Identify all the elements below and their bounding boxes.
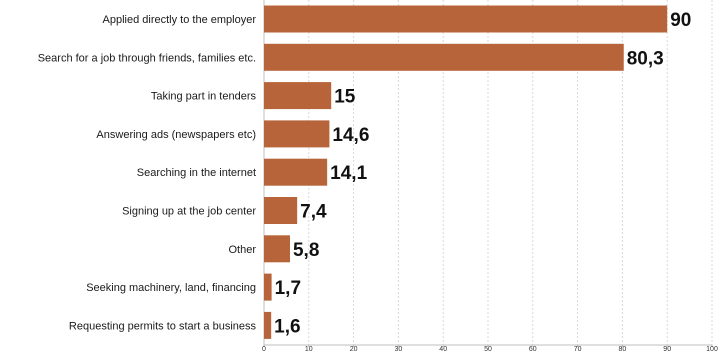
value-label: 14,6	[332, 125, 369, 146]
value-label: 1,7	[275, 278, 301, 299]
bar	[264, 273, 272, 301]
category-label: Seeking machinery, land, financing	[86, 282, 256, 294]
value-label: 15	[334, 87, 356, 108]
value-label: 1,6	[274, 316, 300, 337]
category-label: Other	[228, 244, 256, 256]
tick-label: 50	[484, 346, 492, 352]
value-label: 7,4	[300, 202, 327, 223]
bar	[264, 5, 668, 33]
value-labels: 90 80,3 15 14,6 14,17,4 5,8 1,7 1,6	[274, 10, 691, 337]
tick-label: 30	[395, 346, 403, 352]
bars	[264, 5, 668, 339]
tick-label: 100	[706, 346, 718, 352]
tick-label: 60	[529, 346, 537, 352]
category-labels: Applied directly to the employer Search f…	[38, 14, 257, 332]
category-label: Searching in the internet	[137, 167, 256, 179]
category-label: Signing up at the job center	[122, 206, 256, 218]
category-label: Applied directly to the employer	[103, 14, 257, 26]
tick-label: 80	[619, 346, 627, 352]
category-label: Taking part in tenders	[151, 91, 257, 103]
category-label: Requesting permits to start a business	[69, 320, 257, 332]
tick-label: 90	[663, 346, 671, 352]
bar	[264, 120, 330, 148]
tick-label: 40	[439, 346, 447, 352]
bar	[264, 197, 298, 224]
value-label: 14,1	[330, 163, 367, 184]
bar	[264, 311, 272, 339]
bar	[264, 82, 332, 110]
value-label: 80,3	[627, 48, 664, 69]
tick-label: 20	[350, 346, 358, 352]
value-label: 5,8	[293, 240, 319, 261]
category-label: Search for a job through friends, famili…	[38, 52, 256, 64]
bar	[264, 235, 290, 263]
x-axis-ticks: 0 10 20 30 40 50 60 70 80 90 100	[262, 345, 718, 352]
tick-label: 10	[305, 346, 313, 352]
bar	[264, 158, 328, 186]
tick-label: 70	[574, 346, 582, 352]
value-label: 90	[670, 10, 691, 31]
category-label: Answering ads (newspapers etc)	[96, 129, 256, 141]
tick-label: 0	[262, 346, 266, 352]
bar	[264, 43, 624, 71]
